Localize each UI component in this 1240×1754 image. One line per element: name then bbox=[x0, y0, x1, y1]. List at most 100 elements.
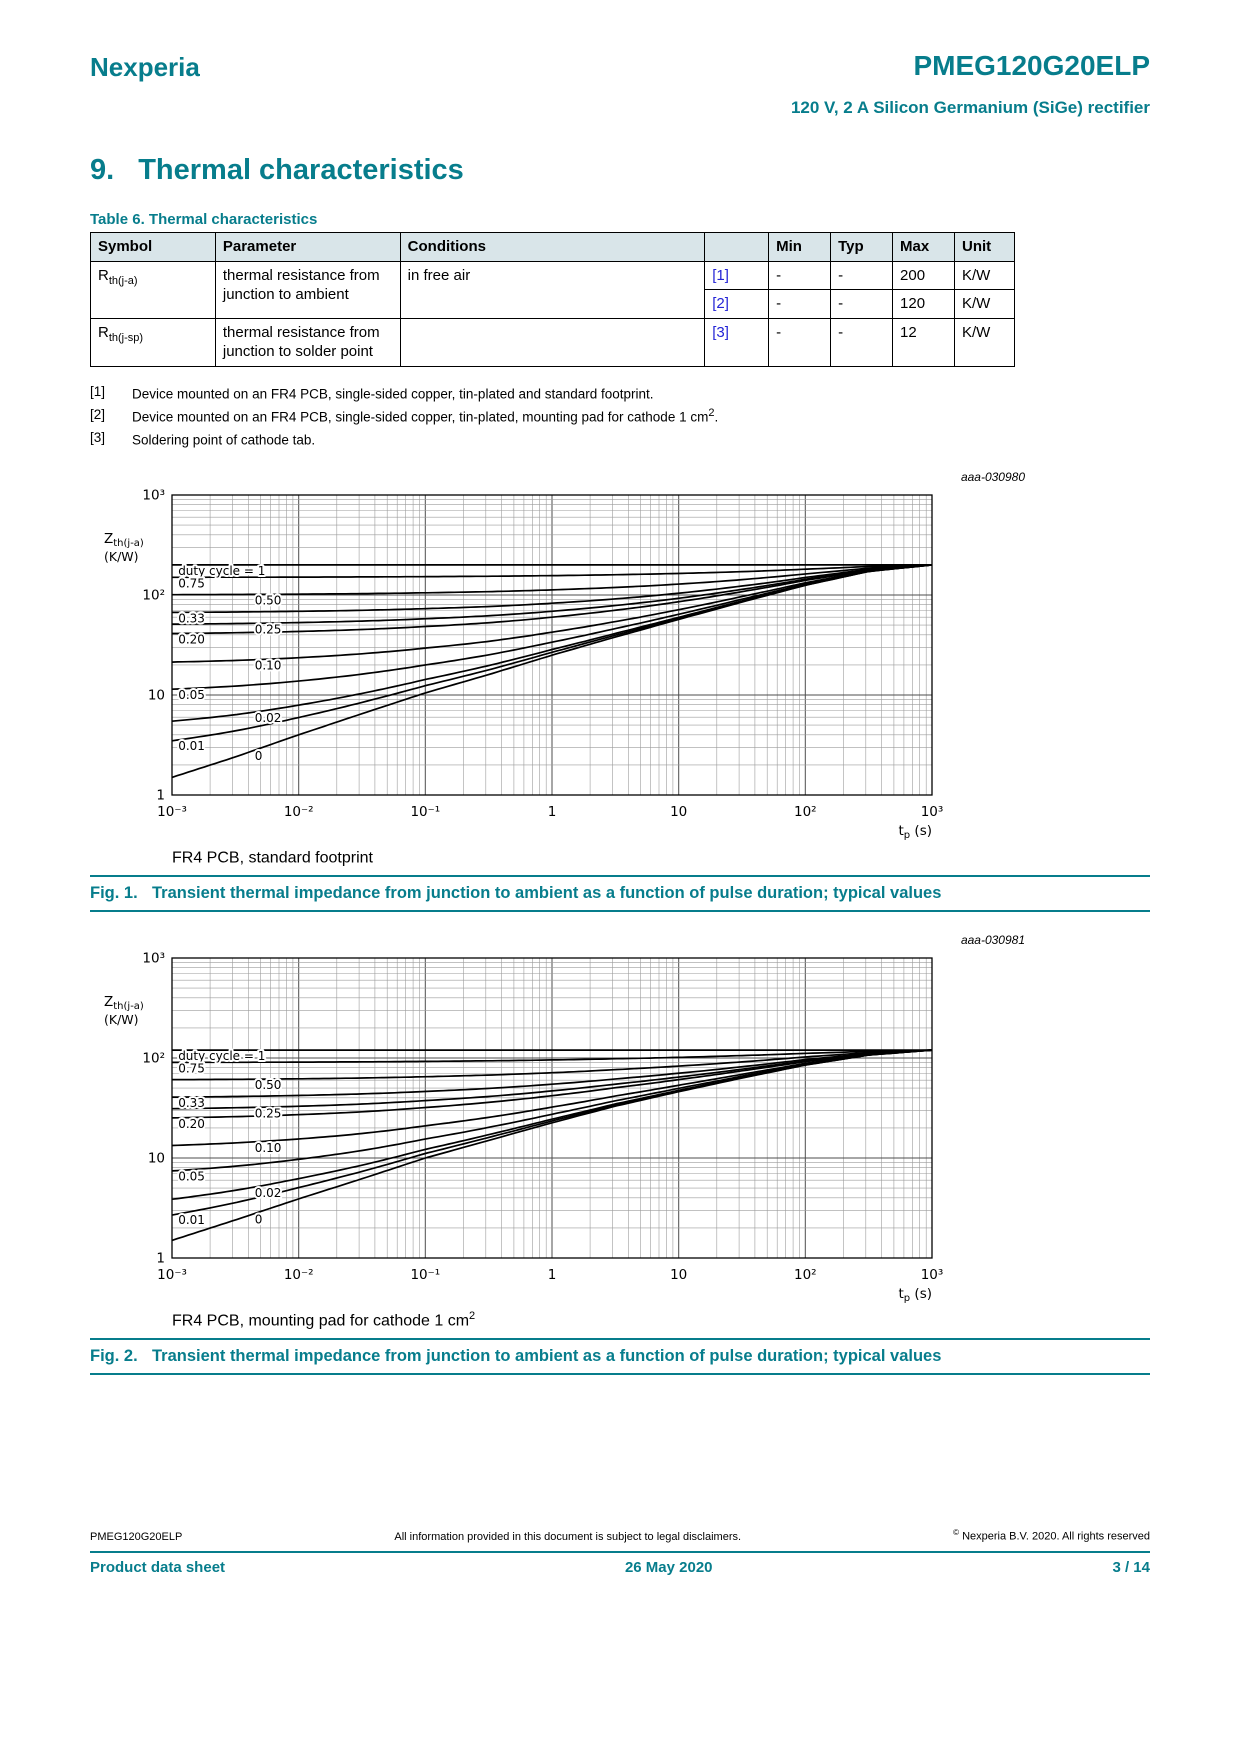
thermal-characteristics-table: Symbol Parameter Conditions Min Typ Max … bbox=[90, 232, 1016, 367]
svg-text:10³: 10³ bbox=[921, 804, 944, 820]
unit-cell: K/W bbox=[953, 317, 1016, 367]
chart-caption: FR4 PCB, standard footprint bbox=[172, 848, 373, 866]
max-cell: 200 bbox=[892, 260, 955, 290]
svg-text:duty cycle = 1: duty cycle = 1 bbox=[178, 1049, 265, 1063]
header-cell-min: Min bbox=[768, 232, 832, 262]
svg-text:1: 1 bbox=[548, 1267, 557, 1283]
footnote-marker: [3] bbox=[90, 429, 106, 445]
typ-cell: - bbox=[830, 289, 894, 319]
figure-1-chart-area: aaa-030980 duty cycle = 1 0.75 0.50 0.33 0.2… bbox=[100, 469, 1025, 867]
unit-cell: K/W bbox=[953, 289, 1016, 319]
figure-1-block: aaa-030980 duty cycle = 1 0.75 0.50 0.33 0.2… bbox=[90, 469, 1150, 912]
svg-text:1: 1 bbox=[156, 1250, 165, 1266]
table-header-row: Symbol Parameter Conditions Min Typ Max … bbox=[90, 232, 1016, 262]
svg-text:0.05: 0.05 bbox=[178, 1169, 205, 1183]
svg-text:(K/W): (K/W) bbox=[104, 1012, 139, 1027]
min-cell: - bbox=[768, 317, 832, 367]
svg-text:1: 1 bbox=[156, 787, 165, 803]
min-cell: - bbox=[768, 260, 832, 290]
section-title: Thermal characteristics bbox=[138, 154, 464, 186]
svg-text:0.02: 0.02 bbox=[255, 1186, 282, 1200]
svg-text:0: 0 bbox=[255, 1212, 263, 1226]
figure-caption-rule bbox=[90, 1373, 1150, 1376]
svg-text:tp (s): tp (s) bbox=[898, 1286, 932, 1304]
svg-text:0.33: 0.33 bbox=[178, 1096, 205, 1110]
figure-2-chart-area: aaa-030981 duty cycle = 1 0.75 0.50 0.33 0.2… bbox=[100, 932, 1025, 1330]
svg-text:0.20: 0.20 bbox=[178, 1117, 205, 1131]
ref-cell: [2] bbox=[704, 289, 770, 319]
max-cell: 120 bbox=[892, 289, 955, 319]
min-cell: - bbox=[768, 289, 832, 319]
svg-text:0.05: 0.05 bbox=[178, 688, 205, 702]
svg-text:tp (s): tp (s) bbox=[898, 823, 932, 841]
header-cell-unit: Unit bbox=[953, 232, 1016, 262]
svg-text:0.01: 0.01 bbox=[178, 1213, 205, 1227]
conditions-cell bbox=[399, 317, 706, 367]
svg-text:0.25: 0.25 bbox=[255, 622, 282, 636]
footer-legal-row: PMEG120G20ELP All information provided i… bbox=[90, 1528, 1150, 1543]
header-cell-parameter: Parameter bbox=[214, 232, 401, 262]
ref-cell: [1] bbox=[704, 260, 770, 290]
part-number-title: PMEG120G20ELP bbox=[913, 50, 1150, 81]
svg-text:10: 10 bbox=[670, 1267, 687, 1283]
table-caption: Table 6. Thermal characteristics bbox=[90, 211, 318, 228]
footnote-text: Soldering point of cathode tab. bbox=[132, 432, 316, 448]
figure-label: Fig. 1. bbox=[90, 883, 138, 902]
section-number: 9. bbox=[90, 154, 115, 186]
svg-text:duty cycle = 1: duty cycle = 1 bbox=[178, 564, 265, 578]
figure-caption-rule bbox=[90, 1338, 1150, 1341]
footer-main-row: Product data sheet 26 May 2020 3 / 14 bbox=[90, 1559, 1150, 1576]
footnote-text: Device mounted on an FR4 PCB, single-sid… bbox=[132, 386, 654, 401]
svg-text:10⁻²: 10⁻² bbox=[284, 804, 314, 820]
header-cell-symbol: Symbol bbox=[90, 232, 216, 262]
figure-caption-rule bbox=[90, 874, 1150, 877]
figure-label: Fig. 2. bbox=[90, 1347, 138, 1366]
fig1-transient-thermal-impedance-chart: duty cycle = 10.75 0.50 0.33 0.25 0.20 0.10 0.… bbox=[104, 487, 944, 841]
svg-text:0: 0 bbox=[255, 749, 263, 763]
table-note-link[interactable]: [1] bbox=[712, 266, 729, 284]
svg-text:(K/W): (K/W) bbox=[104, 549, 139, 564]
svg-text:0.20: 0.20 bbox=[178, 632, 205, 646]
footnote: [1] Device mounted on an FR4 PCB, single… bbox=[90, 383, 1150, 403]
symbol-cell: Rth(j-sp) bbox=[90, 317, 216, 367]
conditions-cell: in free air bbox=[399, 260, 706, 319]
unit-cell: K/W bbox=[953, 260, 1016, 290]
footer-doc-type: Product data sheet bbox=[90, 1559, 226, 1576]
table-note-link[interactable]: [2] bbox=[712, 295, 729, 312]
max-cell: 12 bbox=[892, 317, 955, 367]
figure-annotation: aaa-030980 bbox=[960, 469, 1025, 484]
page-footer: PMEG120G20ELP All information provided i… bbox=[90, 1528, 1150, 1576]
svg-text:Zth(j-a): Zth(j-a) bbox=[104, 531, 144, 549]
svg-text:Zth(j-a): Zth(j-a) bbox=[104, 994, 144, 1012]
fig2-transient-thermal-impedance-chart: duty cycle = 10.75 0.50 0.33 0.25 0.20 0.10 0.… bbox=[104, 950, 943, 1304]
figure-caption: Fig. 1. Transient thermal impedance from… bbox=[90, 881, 1150, 906]
ref-cell: [3] bbox=[704, 317, 770, 367]
svg-text:10⁻³: 10⁻³ bbox=[157, 804, 187, 820]
table-row: [2] - - 120 K/W bbox=[91, 289, 1016, 319]
svg-text:0.01: 0.01 bbox=[178, 739, 205, 753]
footnote-marker: [2] bbox=[90, 406, 106, 422]
svg-text:0.25: 0.25 bbox=[255, 1106, 282, 1120]
footer-page-number: 3 / 14 bbox=[1112, 1559, 1150, 1576]
part-subtitle: 120 V, 2 A Silicon Germanium (SiGe) rect… bbox=[790, 98, 1150, 117]
svg-text:10²: 10² bbox=[794, 1267, 817, 1283]
header-right: PMEG120G20ELP 120 V, 2 A Silicon Germani… bbox=[791, 52, 1150, 118]
figure-annotation: aaa-030981 bbox=[960, 932, 1025, 947]
footer-rule bbox=[90, 1551, 1150, 1553]
figure-title: Transient thermal impedance from junctio… bbox=[152, 1347, 942, 1366]
header-cell-max: Max bbox=[892, 232, 955, 262]
table-row: Rth(j-a) thermal resistance from junctio… bbox=[90, 260, 1016, 319]
svg-text:10²: 10² bbox=[142, 1050, 165, 1066]
svg-text:10²: 10² bbox=[794, 804, 817, 820]
typ-cell: - bbox=[830, 317, 894, 367]
footer-disclaimer: All information provided in this documen… bbox=[394, 1531, 742, 1543]
svg-text:10⁻¹: 10⁻¹ bbox=[410, 804, 440, 820]
header-cell-typ: Typ bbox=[830, 232, 894, 262]
figure-2-block: aaa-030981 duty cycle = 1 0.75 0.50 0.33 0.2… bbox=[90, 932, 1150, 1376]
section-heading: 9. Thermal characteristics bbox=[90, 154, 1150, 187]
table-note-link[interactable]: [3] bbox=[712, 323, 729, 341]
svg-text:10⁻³: 10⁻³ bbox=[157, 1267, 187, 1283]
svg-text:1: 1 bbox=[548, 804, 557, 820]
footnote-marker: [1] bbox=[90, 383, 106, 399]
